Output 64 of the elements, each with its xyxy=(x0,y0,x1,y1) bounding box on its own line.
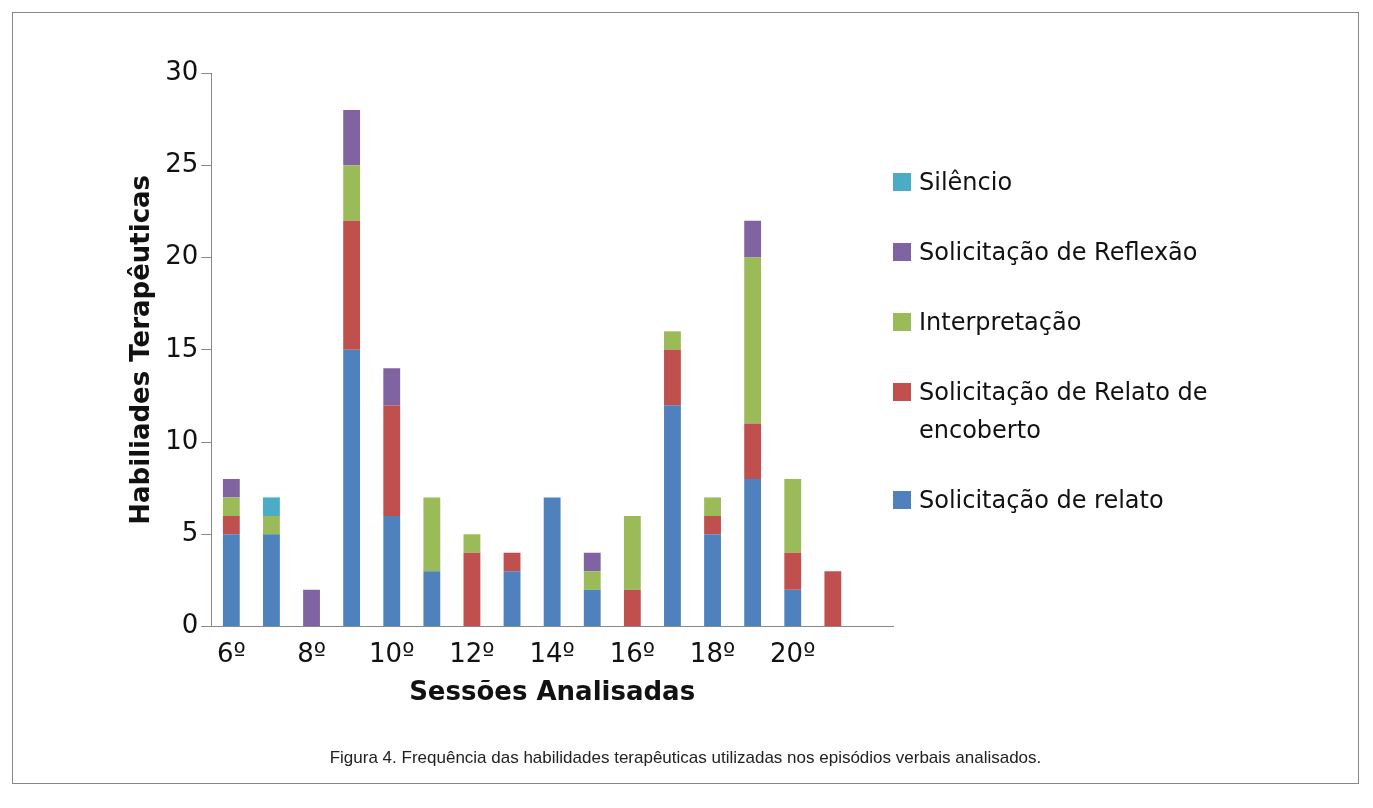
legend-label: Solicitação de Relato de encoberto xyxy=(919,377,1209,446)
bar xyxy=(423,571,441,627)
bar xyxy=(583,589,601,627)
bar xyxy=(744,423,762,479)
y-tick-label: 20 xyxy=(165,240,199,271)
x-tick-label: 6º xyxy=(216,637,246,668)
text: Figura 4. Frequência das habilidades terapêuticas utilizadas nos episódios verbais analisados. xyxy=(328,748,1043,768)
bar xyxy=(222,515,240,535)
bar xyxy=(463,552,481,627)
bar xyxy=(503,571,521,627)
bar xyxy=(543,497,561,627)
x-tick-label: 10º xyxy=(369,637,415,668)
bar xyxy=(664,349,681,406)
bar xyxy=(343,165,361,221)
bar xyxy=(503,552,521,572)
bar xyxy=(343,349,361,627)
bar xyxy=(623,515,641,590)
bar xyxy=(583,552,601,572)
y-tick-label: 30 xyxy=(165,55,199,86)
bar xyxy=(383,405,401,516)
bar xyxy=(383,515,401,627)
bar xyxy=(784,589,802,627)
x-tick-label: 16º xyxy=(609,637,656,668)
bar xyxy=(222,497,240,516)
x-tick-label: 14º xyxy=(529,637,575,668)
bar xyxy=(263,515,280,535)
bar xyxy=(463,534,481,553)
bar xyxy=(824,571,842,627)
bar xyxy=(744,220,762,258)
y-tick-label: 15 xyxy=(165,332,199,363)
legend-label: Solicitação de Reflexão xyxy=(919,237,1198,268)
bar xyxy=(784,478,802,553)
x-axis-title: Sessões Analisadas xyxy=(409,676,696,707)
bar xyxy=(303,589,320,627)
bar xyxy=(583,571,601,590)
legend-label: Silêncio xyxy=(919,167,1013,198)
bar xyxy=(343,109,361,166)
bar xyxy=(664,331,681,350)
y-tick-label: 0 xyxy=(181,609,199,640)
bar xyxy=(704,497,721,516)
bar xyxy=(263,497,280,516)
x-tick-label: 18º xyxy=(689,637,736,668)
bar xyxy=(704,515,721,535)
bar xyxy=(222,534,240,627)
x-tick-label: 12º xyxy=(449,637,495,668)
y-tick-label: 10 xyxy=(165,424,199,455)
bar xyxy=(423,497,441,572)
legend-label: Interpretação xyxy=(919,307,1082,338)
bar xyxy=(744,478,762,627)
x-tick-label: 20º xyxy=(770,637,816,668)
bar xyxy=(664,405,681,627)
bar xyxy=(383,368,401,406)
y-tick-label: 25 xyxy=(165,148,199,179)
bar xyxy=(784,552,802,590)
y-tick-label: 5 xyxy=(181,517,199,548)
bar xyxy=(704,534,721,627)
bar xyxy=(744,257,762,424)
bar xyxy=(623,589,641,627)
bar xyxy=(343,220,361,350)
legend-label: Solicitação de relato xyxy=(919,485,1164,516)
x-tick-label: 8º xyxy=(297,637,326,668)
y-axis-title: Habiliades Terapêuticas xyxy=(125,174,156,525)
bar xyxy=(222,478,240,498)
bar xyxy=(263,534,280,627)
